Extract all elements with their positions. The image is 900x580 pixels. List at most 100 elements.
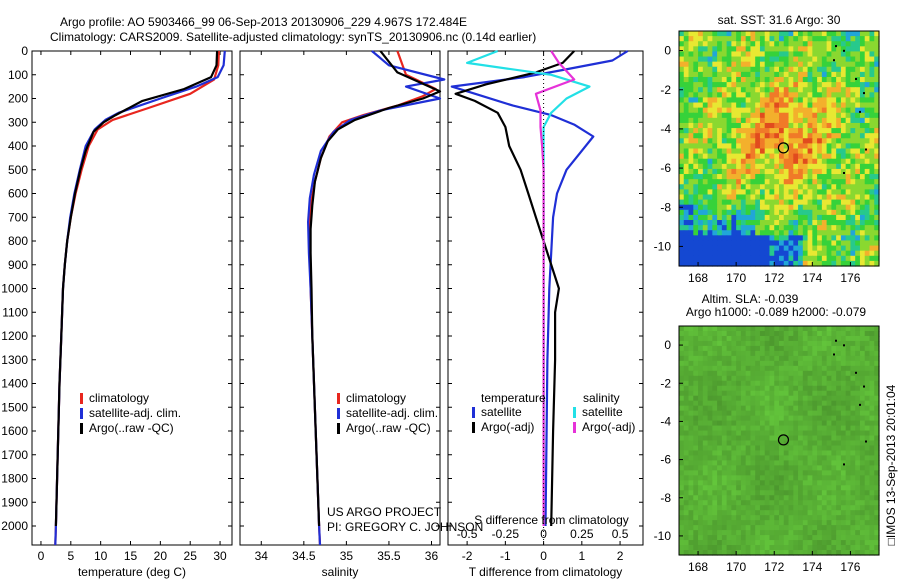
map-cell bbox=[783, 117, 790, 124]
map-cell bbox=[859, 535, 866, 541]
map-cell bbox=[874, 220, 880, 226]
map-cell bbox=[698, 92, 704, 99]
map-cell bbox=[859, 450, 866, 457]
map-cell bbox=[821, 520, 828, 526]
map-cell bbox=[774, 370, 780, 377]
map-cell bbox=[812, 460, 818, 466]
map-cell bbox=[726, 76, 732, 83]
map-cell bbox=[769, 46, 775, 53]
map-cell bbox=[712, 240, 718, 247]
map-cell bbox=[817, 97, 823, 104]
map-cell bbox=[717, 204, 723, 211]
map-cell bbox=[683, 470, 690, 476]
map-cell bbox=[788, 385, 794, 392]
map-cell bbox=[802, 92, 809, 99]
map-cell bbox=[802, 225, 809, 231]
map-cell bbox=[769, 76, 775, 83]
map-cell bbox=[840, 460, 847, 466]
map-cell bbox=[698, 158, 704, 165]
map-cell bbox=[864, 56, 871, 63]
map-cell bbox=[817, 490, 823, 496]
map-cell bbox=[755, 455, 761, 462]
map-cell bbox=[817, 440, 823, 447]
map-cell bbox=[855, 46, 861, 53]
map-cell bbox=[740, 117, 747, 124]
map-cell bbox=[779, 153, 785, 160]
map-cell bbox=[859, 475, 866, 481]
map-cell bbox=[731, 405, 737, 412]
map-cell bbox=[783, 194, 790, 201]
map-cell bbox=[769, 189, 775, 196]
map-cell bbox=[788, 209, 794, 216]
map-cell bbox=[859, 61, 866, 68]
map-cell bbox=[874, 480, 880, 486]
map-cell bbox=[740, 445, 747, 452]
map-cell bbox=[850, 51, 856, 58]
map-cell bbox=[807, 460, 813, 466]
map-cell bbox=[698, 365, 704, 372]
annotation-pi: PI: GREGORY C. JOHNSON bbox=[327, 520, 483, 534]
map-cell bbox=[721, 340, 728, 347]
map-cell bbox=[812, 51, 818, 58]
map-cell bbox=[774, 535, 780, 541]
map-cell bbox=[764, 51, 771, 58]
map-cell bbox=[759, 425, 766, 432]
map-cell bbox=[731, 540, 737, 546]
map-cell bbox=[736, 250, 742, 257]
map-cell bbox=[826, 490, 832, 496]
map-cell bbox=[750, 168, 756, 175]
map-cell bbox=[774, 455, 780, 462]
map-cell bbox=[779, 122, 785, 129]
map-cell bbox=[679, 480, 685, 486]
map-cell bbox=[793, 117, 799, 124]
map-cell bbox=[745, 540, 752, 546]
map-cell bbox=[717, 415, 723, 422]
map-cell bbox=[826, 184, 832, 190]
map-cell bbox=[717, 71, 723, 78]
map-cell bbox=[717, 82, 723, 88]
map-cell bbox=[717, 500, 723, 506]
map-cell bbox=[817, 138, 823, 144]
map-cell bbox=[774, 355, 780, 362]
map-cell bbox=[836, 148, 842, 155]
map-cell bbox=[812, 56, 818, 63]
map-cell bbox=[693, 415, 699, 422]
map-cell bbox=[707, 250, 713, 257]
map-cell bbox=[821, 335, 828, 342]
map-cell bbox=[721, 445, 728, 452]
map-cell bbox=[807, 153, 813, 160]
map-cell bbox=[788, 505, 794, 511]
map-cell bbox=[774, 520, 780, 526]
map-cell bbox=[698, 410, 704, 417]
map-cell bbox=[745, 102, 752, 109]
map-cell bbox=[812, 520, 818, 526]
map-cell bbox=[764, 475, 771, 481]
map-cell bbox=[731, 415, 737, 422]
map-cell bbox=[779, 46, 785, 53]
map-cell bbox=[688, 128, 694, 134]
map-cell bbox=[836, 510, 842, 516]
map-cell bbox=[679, 158, 685, 165]
map-cell bbox=[755, 405, 761, 412]
map-cell bbox=[850, 87, 856, 93]
island bbox=[833, 353, 835, 356]
map-cell bbox=[783, 465, 790, 471]
map-cell bbox=[817, 455, 823, 462]
map-cell bbox=[788, 490, 794, 496]
map-cell bbox=[788, 51, 794, 58]
map-cell bbox=[702, 189, 709, 196]
map-cell bbox=[869, 545, 875, 551]
map-cell bbox=[731, 143, 737, 150]
map-cell bbox=[698, 535, 704, 541]
map-cell bbox=[721, 515, 728, 521]
series-line-2 bbox=[54, 50, 219, 527]
map-cell bbox=[755, 97, 761, 104]
map-cell bbox=[826, 122, 832, 129]
map-cell bbox=[817, 326, 823, 332]
map-cell bbox=[788, 153, 794, 160]
map-cell bbox=[859, 400, 866, 407]
x-tick-label: 35.5 bbox=[377, 549, 401, 563]
s-axis-label: S difference from climatology bbox=[474, 513, 629, 527]
island bbox=[843, 49, 845, 52]
map-cell bbox=[740, 350, 747, 357]
